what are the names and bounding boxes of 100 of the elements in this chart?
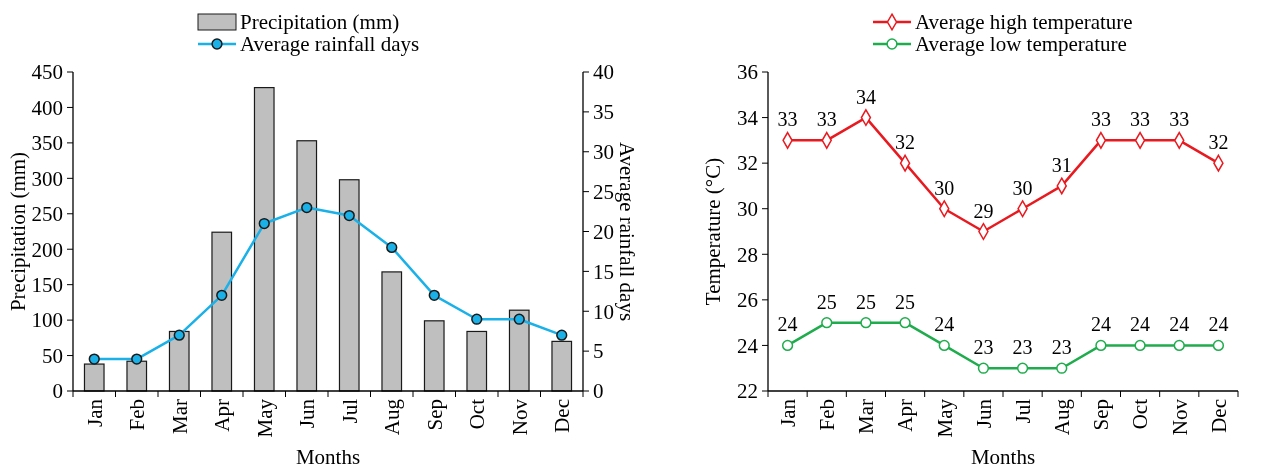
- point: [1056, 362, 1068, 374]
- y2-tick-label: 40: [593, 60, 614, 85]
- y-tick-label: 28: [737, 242, 758, 267]
- bar: [211, 231, 233, 392]
- point: [1095, 339, 1107, 352]
- point: [781, 339, 794, 352]
- x-tick-label: Feb: [125, 399, 150, 431]
- x-tick-label: Sep: [1089, 399, 1114, 431]
- data-label: 32: [895, 131, 916, 154]
- y-tick-label: 100: [31, 308, 63, 333]
- data-label: 33: [1090, 108, 1111, 131]
- point: [386, 241, 398, 254]
- y2-tick-label: 25: [593, 179, 614, 204]
- data-label: 33: [1130, 108, 1151, 131]
- y-tick-label: 400: [31, 95, 63, 120]
- y-tick-label: 26: [737, 288, 758, 313]
- bar: [423, 320, 445, 392]
- x-tick-label: Jan: [775, 398, 800, 427]
- x-tick-label: Jan: [82, 398, 107, 427]
- x-axis-title: Months: [970, 445, 1036, 469]
- data-label: 34: [855, 85, 876, 108]
- data-label: 33: [816, 108, 837, 131]
- data-label: 24: [777, 313, 798, 336]
- data-label: 23: [973, 336, 994, 359]
- x-tick-label: Jun: [295, 398, 320, 429]
- y-tick-label: 150: [31, 273, 63, 298]
- y-tick-label: 250: [31, 202, 63, 227]
- point: [216, 289, 228, 301]
- y-axis-title: Temperature (°C): [701, 157, 725, 306]
- point: [1016, 362, 1029, 374]
- data-label: 24: [934, 313, 955, 336]
- point: [938, 339, 950, 352]
- y-tick-label: 30: [737, 197, 758, 222]
- x-tick-label: May: [252, 398, 277, 438]
- y-tick-label: 34: [737, 105, 759, 130]
- point: [1173, 339, 1185, 352]
- point: [977, 362, 990, 374]
- bar: [338, 179, 360, 392]
- data-label: 23: [1012, 336, 1033, 359]
- x-tick-label: Sep: [422, 399, 447, 431]
- x-tick-label: Aug: [1050, 398, 1075, 436]
- data-label: 24: [1090, 313, 1111, 336]
- point: [513, 313, 525, 325]
- point: [860, 317, 872, 329]
- x-tick-label: Mar: [854, 399, 879, 434]
- legend-label: Precipitation (mm): [240, 10, 400, 35]
- bar: [381, 271, 403, 392]
- x-tick-label: Jul: [337, 398, 362, 424]
- x-tick-label: Jun: [971, 398, 996, 429]
- x-tick-label: Apr: [893, 399, 918, 432]
- point: [1212, 339, 1225, 352]
- y-tick-label: 200: [31, 237, 63, 262]
- y2-tick-label: 5: [593, 339, 604, 364]
- bar: [168, 330, 190, 392]
- x-tick-label: Apr: [210, 399, 235, 432]
- y-tick-label: 450: [31, 60, 63, 85]
- y-tick-label: 300: [31, 166, 63, 191]
- y-tick-label: 50: [42, 343, 63, 368]
- y-tick-label: 0: [52, 379, 63, 404]
- data-label: 25: [816, 290, 837, 313]
- x-tick-label: May: [932, 398, 957, 438]
- data-label: 31: [1051, 153, 1072, 176]
- x-axis-title: Months: [295, 445, 361, 469]
- y2-tick-label: 30: [593, 140, 614, 165]
- y2-tick-label: 15: [593, 259, 614, 284]
- point: [131, 353, 143, 365]
- data-label: 24: [1169, 313, 1190, 336]
- y-tick-label: 350: [31, 131, 63, 156]
- point: [471, 313, 483, 325]
- bar: [466, 330, 488, 392]
- point: [258, 217, 270, 230]
- x-tick-label: Nov: [1167, 398, 1192, 436]
- y2-tick-label: 10: [593, 299, 614, 324]
- x-tick-label: Dec: [550, 399, 575, 433]
- x-tick-label: Oct: [465, 398, 490, 430]
- data-label: 23: [1051, 336, 1072, 359]
- x-tick-label: Oct: [1128, 398, 1153, 430]
- data-label: 30: [1012, 176, 1033, 199]
- data-label: 25: [855, 290, 876, 313]
- y-tick-label: 36: [737, 60, 758, 85]
- x-tick-label: Aug: [380, 398, 405, 436]
- legend-label: Average high temperature: [915, 10, 1133, 35]
- y-tick-label: 22: [737, 379, 758, 404]
- point: [556, 329, 568, 341]
- data-label: 32: [1208, 131, 1229, 154]
- x-tick-label: Dec: [1206, 399, 1231, 433]
- point: [173, 329, 185, 341]
- y2-tick-label: 0: [593, 379, 604, 404]
- point: [899, 317, 911, 329]
- data-label: 33: [1169, 108, 1190, 131]
- y-axis-title: Precipitation (mm): [6, 151, 30, 312]
- y2-axis-title: Average rainfall days: [615, 141, 639, 322]
- data-label: 33: [777, 108, 798, 131]
- point: [88, 353, 100, 365]
- y2-tick-label: 35: [593, 100, 614, 125]
- x-tick-label: Feb: [815, 399, 840, 431]
- y2-tick-label: 20: [593, 219, 614, 244]
- data-label: 24: [1208, 313, 1229, 336]
- point: [1134, 339, 1146, 352]
- x-tick-label: Nov: [507, 398, 532, 436]
